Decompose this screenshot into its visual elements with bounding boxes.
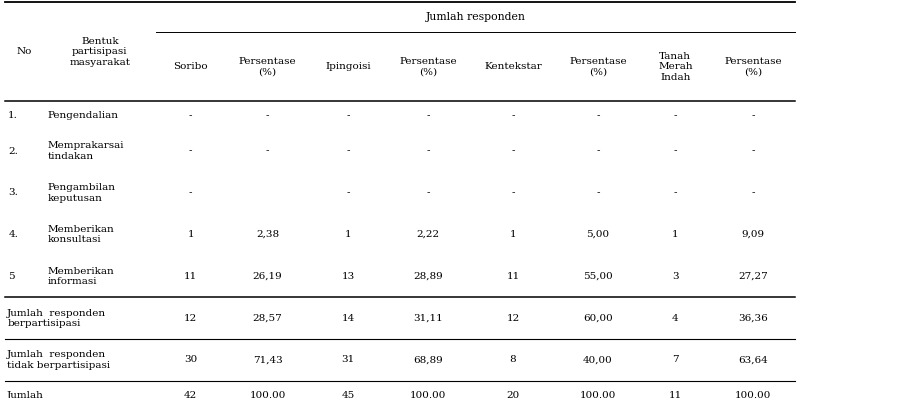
Text: 11: 11 — [668, 391, 681, 398]
Text: Tanah
Merah
Indah: Tanah Merah Indah — [658, 52, 691, 82]
Text: Memprakarsai
tindakan: Memprakarsai tindakan — [47, 141, 124, 161]
Text: Ipingoisi: Ipingoisi — [324, 62, 371, 71]
Text: 2.: 2. — [8, 146, 18, 156]
Text: Jumlah responden: Jumlah responden — [425, 12, 525, 22]
Text: 28,57: 28,57 — [252, 314, 282, 323]
Text: Jumlah: Jumlah — [7, 391, 44, 398]
Text: 2,22: 2,22 — [416, 230, 439, 239]
Text: -: - — [511, 111, 514, 120]
Text: Kentekstar: Kentekstar — [484, 62, 541, 71]
Text: Persentase
(%): Persentase (%) — [399, 57, 456, 76]
Text: -: - — [189, 188, 192, 197]
Text: Pengendalian: Pengendalian — [47, 111, 118, 120]
Text: 12: 12 — [184, 314, 197, 323]
Text: 26,19: 26,19 — [252, 272, 282, 281]
Text: -: - — [346, 188, 349, 197]
Text: 28,89: 28,89 — [413, 272, 443, 281]
Text: -: - — [511, 188, 514, 197]
Text: 12: 12 — [506, 314, 519, 323]
Text: 1: 1 — [671, 230, 678, 239]
Text: 100,00: 100,00 — [250, 391, 285, 398]
Text: -: - — [346, 146, 349, 156]
Text: 3.: 3. — [8, 188, 18, 197]
Text: 7: 7 — [671, 355, 678, 365]
Text: 8: 8 — [509, 355, 516, 365]
Text: 2,38: 2,38 — [256, 230, 279, 239]
Text: 36,36: 36,36 — [737, 314, 767, 323]
Text: Persentase
(%): Persentase (%) — [239, 57, 296, 76]
Text: 63,64: 63,64 — [737, 355, 767, 365]
Text: Soribo: Soribo — [173, 62, 208, 71]
Text: 11: 11 — [506, 272, 519, 281]
Text: 9,09: 9,09 — [741, 230, 763, 239]
Text: 20: 20 — [506, 391, 519, 398]
Text: Memberikan
konsultasi: Memberikan konsultasi — [47, 225, 114, 244]
Text: -: - — [596, 188, 599, 197]
Text: 1: 1 — [509, 230, 516, 239]
Text: 13: 13 — [341, 272, 354, 281]
Text: -: - — [596, 146, 599, 156]
Text: -: - — [511, 146, 514, 156]
Text: -: - — [266, 146, 269, 156]
Text: 45: 45 — [341, 391, 354, 398]
Text: -: - — [189, 111, 192, 120]
Text: Jumlah  responden
tidak berpartisipasi: Jumlah responden tidak berpartisipasi — [7, 350, 110, 370]
Text: -: - — [426, 188, 429, 197]
Text: 100,00: 100,00 — [734, 391, 770, 398]
Text: Persentase
(%): Persentase (%) — [723, 57, 781, 76]
Text: Persentase
(%): Persentase (%) — [568, 57, 626, 76]
Text: 11: 11 — [184, 272, 197, 281]
Text: 1: 1 — [344, 230, 351, 239]
Text: 3: 3 — [671, 272, 678, 281]
Text: 27,27: 27,27 — [737, 272, 767, 281]
Text: -: - — [189, 146, 192, 156]
Text: -: - — [426, 111, 429, 120]
Text: Memberikan
informasi: Memberikan informasi — [47, 267, 114, 286]
Text: 31,11: 31,11 — [413, 314, 443, 323]
Text: -: - — [673, 146, 676, 156]
Text: 68,89: 68,89 — [413, 355, 443, 365]
Text: 1.: 1. — [8, 111, 18, 120]
Text: -: - — [426, 146, 429, 156]
Text: 5: 5 — [8, 272, 15, 281]
Text: 100,00: 100,00 — [410, 391, 445, 398]
Text: Pengambilan
keputusan: Pengambilan keputusan — [47, 183, 116, 203]
Text: -: - — [751, 111, 753, 120]
Text: 4.: 4. — [8, 230, 18, 239]
Text: 40,00: 40,00 — [582, 355, 612, 365]
Text: -: - — [751, 146, 753, 156]
Text: 60,00: 60,00 — [582, 314, 612, 323]
Text: -: - — [751, 188, 753, 197]
Text: 30: 30 — [184, 355, 197, 365]
Text: 42: 42 — [184, 391, 197, 398]
Text: 100,00: 100,00 — [579, 391, 615, 398]
Text: 14: 14 — [341, 314, 354, 323]
Text: Jumlah  responden
berpartisipasi: Jumlah responden berpartisipasi — [7, 308, 107, 328]
Text: 55,00: 55,00 — [582, 272, 612, 281]
Text: 4: 4 — [671, 314, 678, 323]
Text: -: - — [673, 111, 676, 120]
Text: No: No — [16, 47, 32, 56]
Text: 5,00: 5,00 — [586, 230, 609, 239]
Text: -: - — [596, 111, 599, 120]
Text: 31: 31 — [341, 355, 354, 365]
Text: -: - — [346, 111, 349, 120]
Text: 71,43: 71,43 — [252, 355, 282, 365]
Text: Bentuk
partisipasi
masyarakat: Bentuk partisipasi masyarakat — [69, 37, 130, 66]
Text: 1: 1 — [187, 230, 194, 239]
Text: -: - — [266, 111, 269, 120]
Text: -: - — [673, 188, 676, 197]
